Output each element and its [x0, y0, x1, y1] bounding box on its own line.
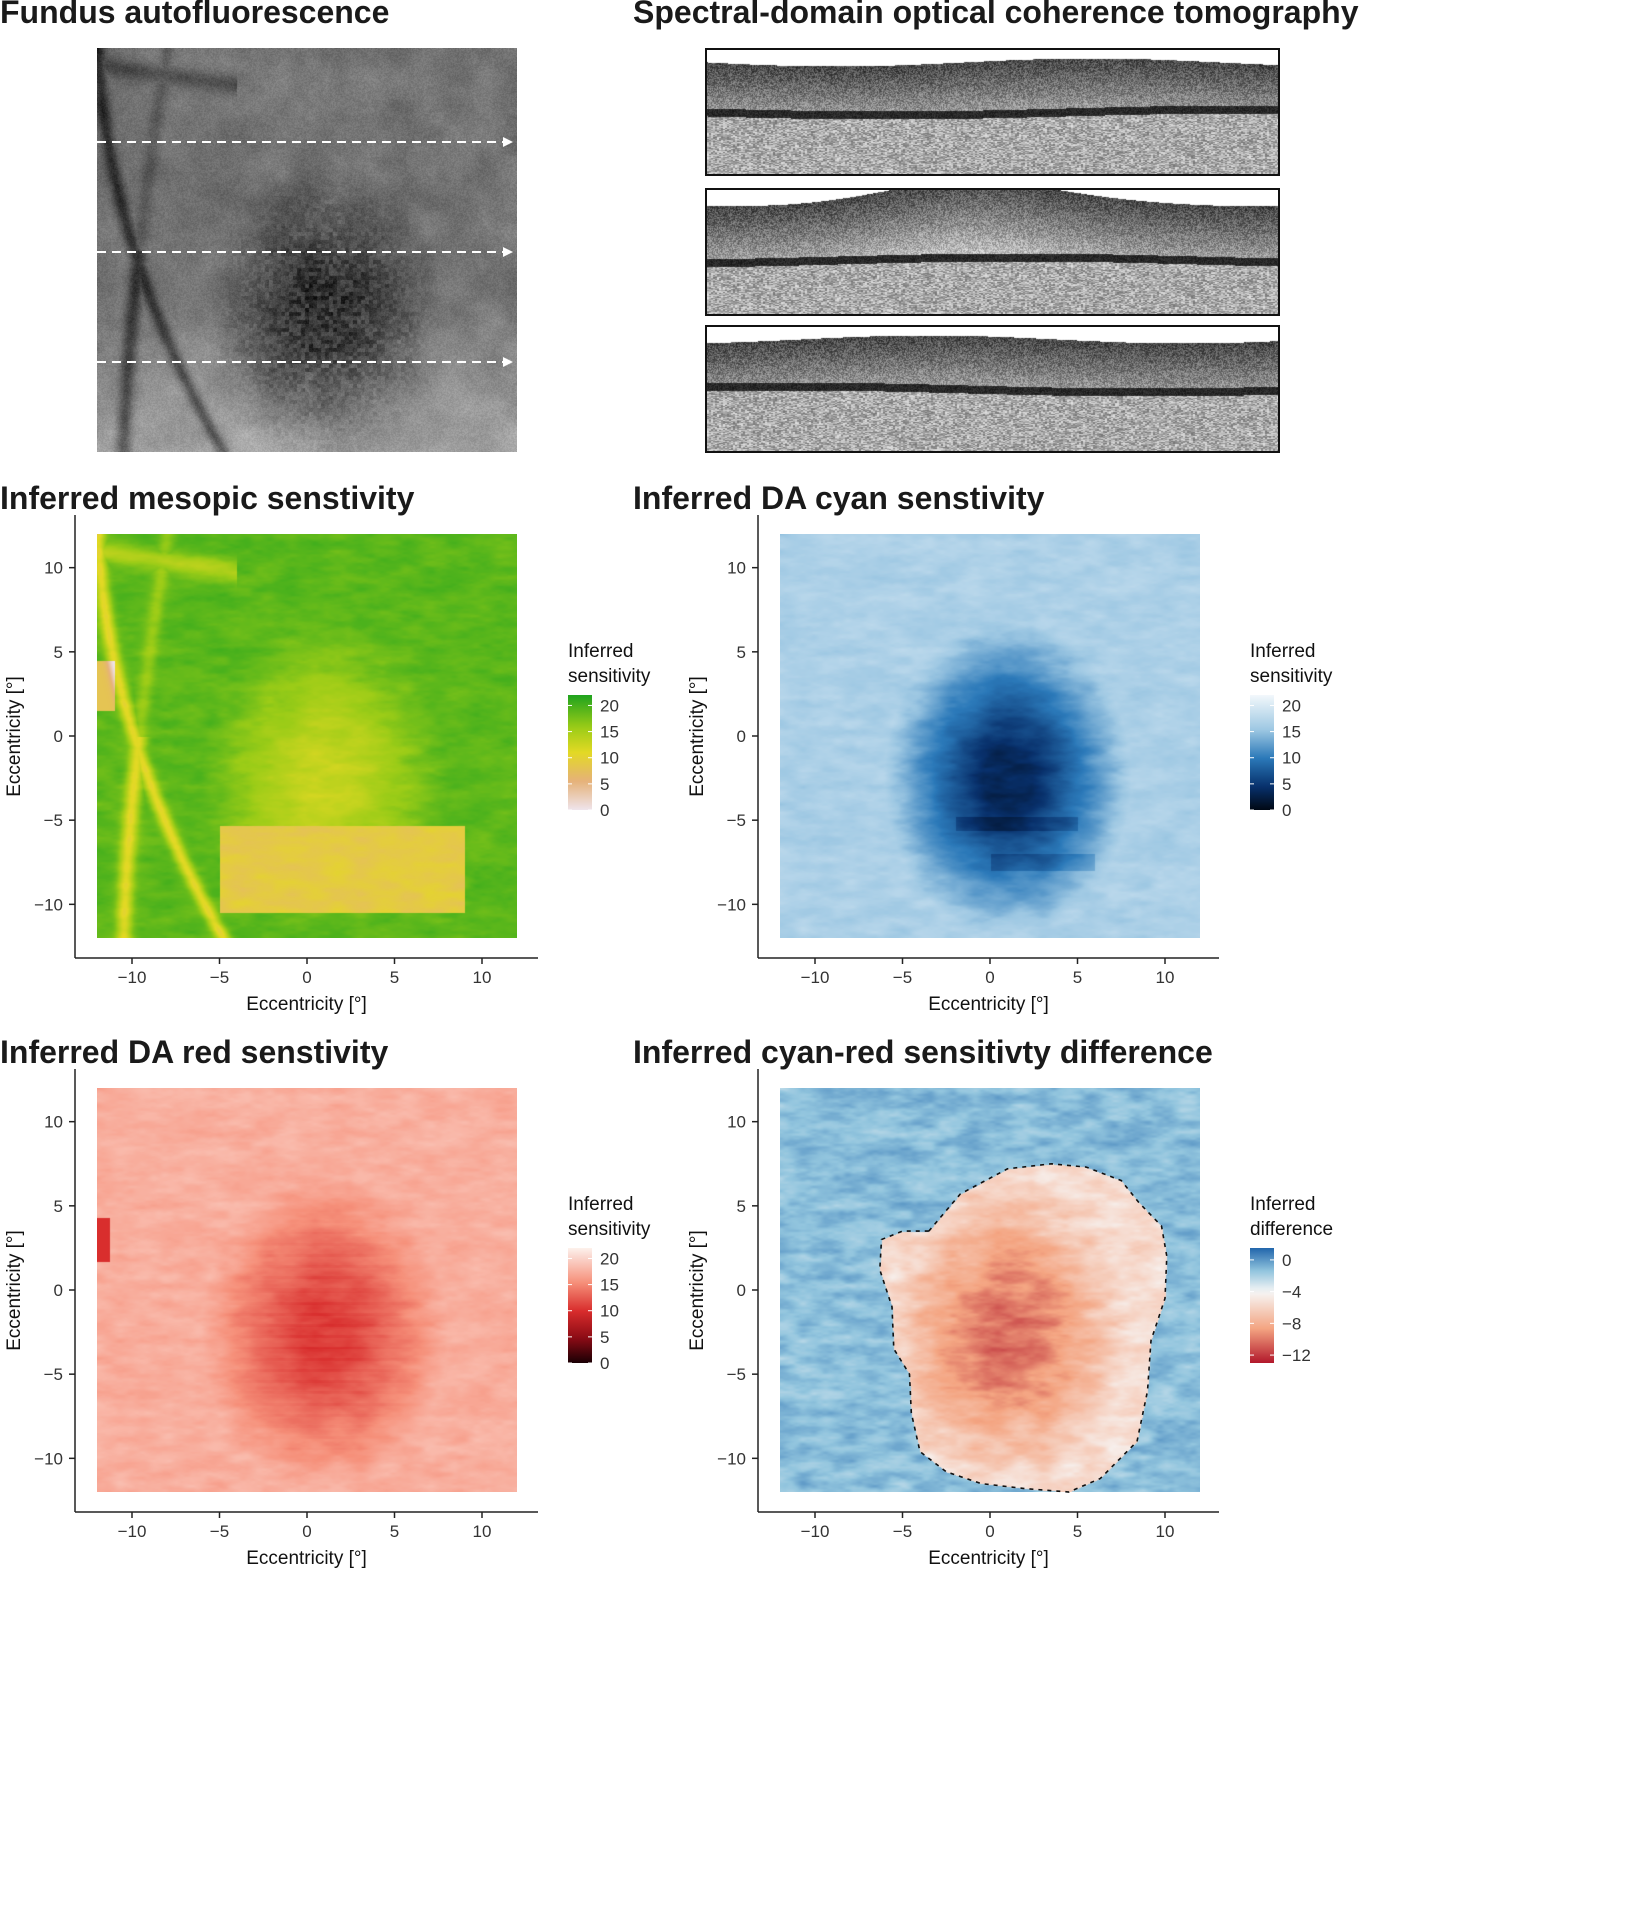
mesopic-x-tick-label: 5 — [390, 968, 399, 987]
cyan-legend-label: 10 — [1282, 749, 1301, 768]
red-y-tick-label: 10 — [44, 1113, 63, 1132]
cyan-y-tick-label: −10 — [717, 895, 746, 914]
diff-legend-label: 0 — [1282, 1251, 1291, 1270]
diff-legend-title-line2: difference — [1250, 1219, 1333, 1240]
cyan-legend-label: 20 — [1282, 696, 1301, 715]
cyan-legend-title-line2: sensitivity — [1250, 666, 1333, 687]
cyan-x-tick-label: −10 — [801, 968, 830, 987]
mesopic-y-tick-label: 0 — [54, 727, 63, 746]
mesopic-y-tick-label: 10 — [44, 559, 63, 578]
cyan-x-tick-label: −5 — [893, 968, 912, 987]
red-heatmap — [97, 1088, 517, 1492]
diff-x-tick-label: 5 — [1073, 1522, 1082, 1541]
red-legend-label: 10 — [600, 1302, 619, 1321]
cyan-y-tick-label: 10 — [727, 559, 746, 578]
red-x-tick-label: 0 — [302, 1522, 311, 1541]
red-x-tick-label: −10 — [118, 1522, 147, 1541]
red-legend-label: 0 — [600, 1354, 609, 1373]
mesopic-heatmap — [97, 534, 517, 938]
cyan-legend-colorbar — [1250, 695, 1274, 810]
diff-x-tick-label: −10 — [801, 1522, 830, 1541]
diff-legend-label: −12 — [1282, 1346, 1311, 1365]
mesopic-legend-label: 0 — [600, 801, 609, 820]
diff-y-tick-label: −10 — [717, 1449, 746, 1468]
cyan-y-tick-label: 5 — [737, 643, 746, 662]
red-legend-label: 15 — [600, 1276, 619, 1295]
mesopic-x-tick-label: 10 — [473, 968, 492, 987]
diff-y-tick-label: 10 — [727, 1113, 746, 1132]
fundus-title: Fundus autofluorescence — [0, 0, 390, 30]
red-x-axis-title: Eccentricity [°] — [246, 1548, 367, 1569]
mesopic-legend-label: 15 — [600, 723, 619, 742]
oct-scan-top — [705, 48, 1280, 176]
mesopic-y-tick-label: 5 — [54, 643, 63, 662]
diff-legend-colorbar — [1250, 1248, 1274, 1363]
mesopic-title: Inferred mesopic senstivity — [0, 480, 415, 516]
red-legend-colorbar — [568, 1248, 592, 1363]
mesopic-legend-label: 5 — [600, 775, 609, 794]
red-y-tick-label: −10 — [34, 1449, 63, 1468]
cyan-x-tick-label: 0 — [985, 968, 994, 987]
cyan-title: Inferred DA cyan senstivity — [633, 480, 1045, 516]
red-x-tick-label: 5 — [390, 1522, 399, 1541]
cyan-x-tick-label: 5 — [1073, 968, 1082, 987]
mesopic-y-tick-label: −10 — [34, 895, 63, 914]
diff-legend-label: −4 — [1282, 1283, 1301, 1302]
cyan-legend-title-line1: Inferred — [1250, 641, 1315, 662]
diff-y-tick-label: −5 — [727, 1365, 746, 1384]
cyan-y-tick-label: 0 — [737, 727, 746, 746]
mesopic-y-axis-title: Eccentricity [°] — [4, 676, 25, 797]
mesopic-x-tick-label: 0 — [302, 968, 311, 987]
diff-y-axis-title: Eccentricity [°] — [687, 1230, 708, 1351]
red-x-tick-label: 10 — [473, 1522, 492, 1541]
red-y-tick-label: −5 — [44, 1365, 63, 1384]
diff-x-tick-label: 0 — [985, 1522, 994, 1541]
diff-legend-label: −8 — [1282, 1314, 1301, 1333]
diff-y-tick-label: 5 — [737, 1197, 746, 1216]
cyan-x-axis-title: Eccentricity [°] — [928, 994, 1049, 1015]
cyan-legend-label: 0 — [1282, 801, 1291, 820]
red-legend-label: 20 — [600, 1249, 619, 1268]
red-y-tick-label: 5 — [54, 1197, 63, 1216]
mesopic-y-tick-label: −5 — [44, 811, 63, 830]
oct-scan-middle — [705, 188, 1280, 316]
diff-x-tick-label: −5 — [893, 1522, 912, 1541]
difference-heatmap — [780, 1088, 1200, 1492]
mesopic-x-axis-title: Eccentricity [°] — [246, 994, 367, 1015]
cyan-legend-label: 15 — [1282, 723, 1301, 742]
mesopic-legend-colorbar — [568, 695, 592, 810]
mesopic-legend-label: 20 — [600, 696, 619, 715]
red-legend-title-line1: Inferred — [568, 1194, 633, 1215]
cyan-y-tick-label: −5 — [727, 811, 746, 830]
mesopic-x-tick-label: −5 — [210, 968, 229, 987]
cyan-y-axis-title: Eccentricity [°] — [687, 676, 708, 797]
oct-title: Spectral-domain optical coherence tomogr… — [633, 0, 1359, 30]
diff-legend-title-line1: Inferred — [1250, 1194, 1315, 1215]
mesopic-legend-label: 10 — [600, 749, 619, 768]
red-legend-title-line2: sensitivity — [568, 1219, 651, 1240]
diff-title: Inferred cyan-red sensitivty difference — [633, 1034, 1213, 1070]
diff-x-axis-title: Eccentricity [°] — [928, 1548, 1049, 1569]
mesopic-legend-title-line2: sensitivity — [568, 666, 651, 687]
red-title: Inferred DA red senstivity — [0, 1034, 389, 1070]
cyan-heatmap — [780, 534, 1200, 938]
oct-scan-bottom — [705, 325, 1280, 453]
cyan-x-tick-label: 10 — [1156, 968, 1175, 987]
red-legend-label: 5 — [600, 1328, 609, 1347]
red-y-tick-label: 0 — [54, 1281, 63, 1300]
diff-y-tick-label: 0 — [737, 1281, 746, 1300]
red-x-tick-label: −5 — [210, 1522, 229, 1541]
mesopic-legend-title-line1: Inferred — [568, 641, 633, 662]
diff-x-tick-label: 10 — [1156, 1522, 1175, 1541]
fundus-autofluorescence-image — [97, 48, 517, 452]
red-y-axis-title: Eccentricity [°] — [4, 1230, 25, 1351]
cyan-legend-label: 5 — [1282, 775, 1291, 794]
mesopic-x-tick-label: −10 — [118, 968, 147, 987]
